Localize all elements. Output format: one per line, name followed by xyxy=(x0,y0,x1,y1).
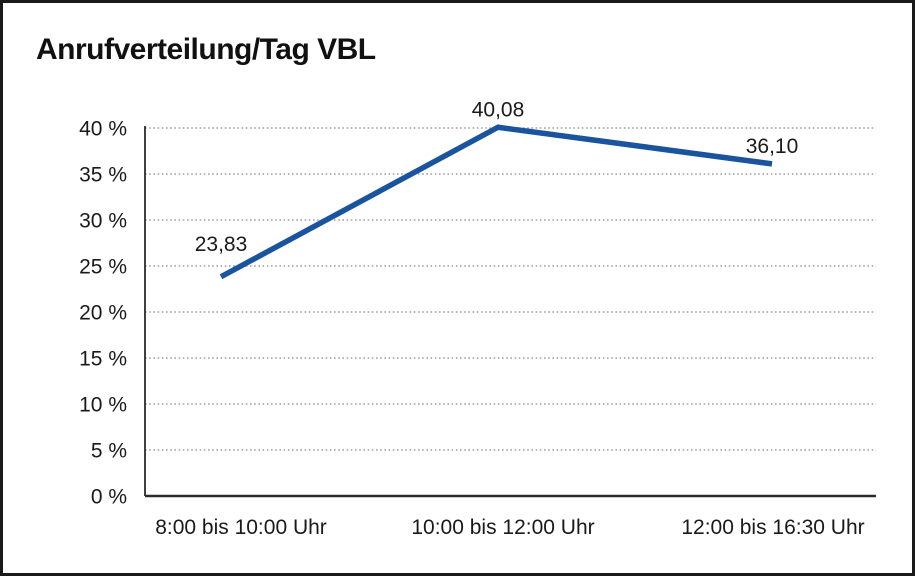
y-tick-label: 5 % xyxy=(91,440,127,463)
data-point-label: 40,08 xyxy=(472,98,525,121)
data-point-label: 23,83 xyxy=(195,233,248,256)
data-line-series xyxy=(219,124,773,280)
y-tick-label: 15 % xyxy=(79,348,127,371)
y-tick-label: 10 % xyxy=(79,394,127,417)
x-category-label: 10:00 bis 12:00 Uhr xyxy=(411,516,594,539)
y-tick-label: 30 % xyxy=(79,210,127,233)
data-point-label: 36,10 xyxy=(746,135,799,158)
y-tick-label: 35 % xyxy=(79,164,127,187)
line-chart-canvas: 0 % 5 % 10 % 15 % 20 % 25 % 30 % 35 % 40 % 8:00 b… xyxy=(79,98,876,539)
x-category-label: 12:00 bis 16:30 Uhr xyxy=(681,516,864,539)
y-tick-label: 40 % xyxy=(79,118,127,141)
chart-title: Anrufverteilung/Tag VBL xyxy=(36,33,376,66)
y-tick-label: 20 % xyxy=(79,302,127,325)
x-category-label: 8:00 bis 10:00 Uhr xyxy=(155,516,327,539)
y-tick-label: 0 % xyxy=(91,486,127,509)
y-tick-label: 25 % xyxy=(79,256,127,279)
